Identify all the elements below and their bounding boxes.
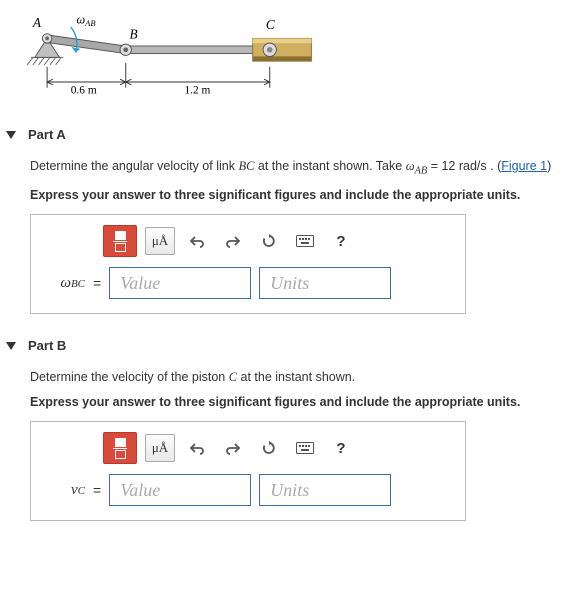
undo-button[interactable] xyxy=(183,435,211,461)
part-b-question: Determine the velocity of the piston C a… xyxy=(30,367,582,387)
part-b-title: Part B xyxy=(28,338,66,353)
dim-2: 1.2 m xyxy=(184,84,210,96)
section-part-b: Part B Determine the velocity of the pis… xyxy=(0,334,582,531)
part-b-answer-box: μÅ ? vC = Value xyxy=(30,421,466,521)
collapse-icon xyxy=(6,131,16,139)
reset-button[interactable] xyxy=(255,228,283,254)
part-a-instruction: Express your answer to three significant… xyxy=(30,188,582,202)
equals-sign: = xyxy=(93,275,101,291)
part-a-value-input[interactable]: Value xyxy=(109,267,251,299)
special-char-button[interactable]: μÅ xyxy=(145,434,175,462)
part-a-title: Part A xyxy=(28,127,66,142)
svg-text:ωAB: ωAB xyxy=(76,12,96,28)
reset-button[interactable] xyxy=(255,435,283,461)
redo-button[interactable] xyxy=(219,228,247,254)
part-a-var-label: ωBC xyxy=(43,275,85,292)
part-b-header[interactable]: Part B xyxy=(0,334,582,357)
figure-link[interactable]: Figure 1 xyxy=(501,159,547,173)
part-a-header[interactable]: Part A xyxy=(0,123,582,146)
fraction-button[interactable] xyxy=(103,432,137,464)
label-B: B xyxy=(130,26,138,41)
dim-1: 0.6 m xyxy=(71,84,97,96)
part-a-toolbar: μÅ ? xyxy=(43,225,453,257)
keyboard-button[interactable] xyxy=(291,435,319,461)
part-a-answer-box: μÅ ? ωBC = Value xyxy=(30,214,466,314)
label-C: C xyxy=(266,17,275,32)
part-b-instruction: Express your answer to three significant… xyxy=(30,395,582,409)
special-char-button[interactable]: μÅ xyxy=(145,227,175,255)
redo-button[interactable] xyxy=(219,435,247,461)
fraction-button[interactable] xyxy=(103,225,137,257)
part-a-question: Determine the angular velocity of link B… xyxy=(30,156,582,180)
figure-diagram: A ωAB B C 0.6 m 1.2 m xyxy=(0,0,582,113)
keyboard-button[interactable] xyxy=(291,228,319,254)
part-b-var-label: vC xyxy=(43,482,85,499)
help-button[interactable]: ? xyxy=(327,228,355,254)
equals-sign: = xyxy=(93,482,101,498)
collapse-icon xyxy=(6,342,16,350)
part-a-units-input[interactable]: Units xyxy=(259,267,391,299)
part-b-units-input[interactable]: Units xyxy=(259,474,391,506)
undo-button[interactable] xyxy=(183,228,211,254)
section-part-a: Part A Determine the angular velocity of… xyxy=(0,123,582,324)
part-b-value-input[interactable]: Value xyxy=(109,474,251,506)
label-A: A xyxy=(32,15,42,30)
help-button[interactable]: ? xyxy=(327,435,355,461)
part-b-toolbar: μÅ ? xyxy=(43,432,453,464)
